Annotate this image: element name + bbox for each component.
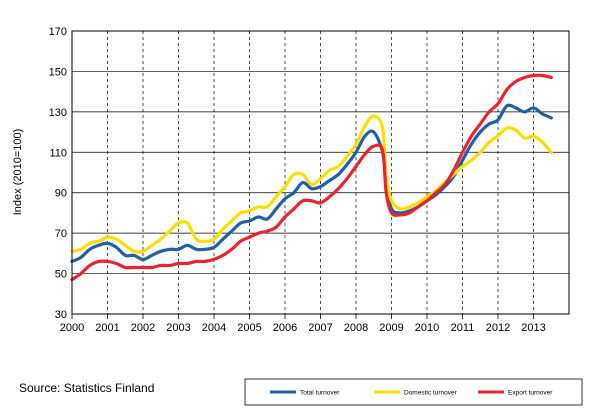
x-tick-label: 2007 bbox=[308, 322, 332, 334]
x-tick-label: 2011 bbox=[451, 322, 475, 334]
x-tick-label: 2001 bbox=[95, 322, 119, 334]
y-tick-label: 50 bbox=[55, 269, 67, 281]
x-tick-label: 2004 bbox=[202, 322, 226, 334]
series-lines bbox=[70, 73, 553, 282]
x-tick-label: 2010 bbox=[415, 322, 439, 334]
legend-label: Domestic turnover bbox=[404, 390, 458, 397]
x-tick-label: 2003 bbox=[166, 322, 190, 334]
x-tick-label: 2013 bbox=[521, 322, 545, 334]
legend-box bbox=[244, 378, 583, 406]
legend-label: Total turnover bbox=[300, 390, 340, 397]
x-tick-label: 2005 bbox=[237, 322, 261, 334]
y-tick-label: 150 bbox=[49, 66, 67, 78]
x-tick-label: 2009 bbox=[379, 322, 403, 334]
series-line-export-turnover bbox=[70, 73, 553, 282]
y-tick-label: 30 bbox=[55, 309, 67, 321]
y-tick-label: 130 bbox=[49, 107, 67, 119]
y-tick-label: 90 bbox=[55, 188, 67, 200]
x-tick-label: 2002 bbox=[131, 322, 155, 334]
grid bbox=[72, 31, 569, 314]
x-tick-label: 2008 bbox=[344, 322, 368, 334]
y-axis-label: Index (2010=100) bbox=[12, 129, 24, 216]
series-line-domestic-turnover bbox=[70, 114, 553, 254]
legend-label: Export turnover bbox=[508, 390, 553, 397]
x-axis-ticks: 2000 2001 2002 2003 2004 2005 2006 2007 2008 2009… bbox=[60, 314, 546, 334]
y-tick-label: 110 bbox=[49, 147, 67, 159]
source-note: Source: Statistics Finland bbox=[19, 381, 155, 395]
x-tick-label: 2000 bbox=[60, 322, 84, 334]
y-tick-label: 170 bbox=[49, 26, 67, 38]
x-tick-label: 2012 bbox=[486, 322, 510, 334]
legend: Total turnover Domestic turnover Export tu… bbox=[244, 378, 583, 406]
y-axis-ticks: 30 50 70 90 110 130 150 170 bbox=[49, 26, 67, 321]
series-line-total-turnover bbox=[70, 103, 553, 263]
x-tick-label: 2006 bbox=[273, 322, 297, 334]
y-tick-label: 70 bbox=[55, 228, 67, 240]
plot-frame bbox=[71, 30, 570, 315]
